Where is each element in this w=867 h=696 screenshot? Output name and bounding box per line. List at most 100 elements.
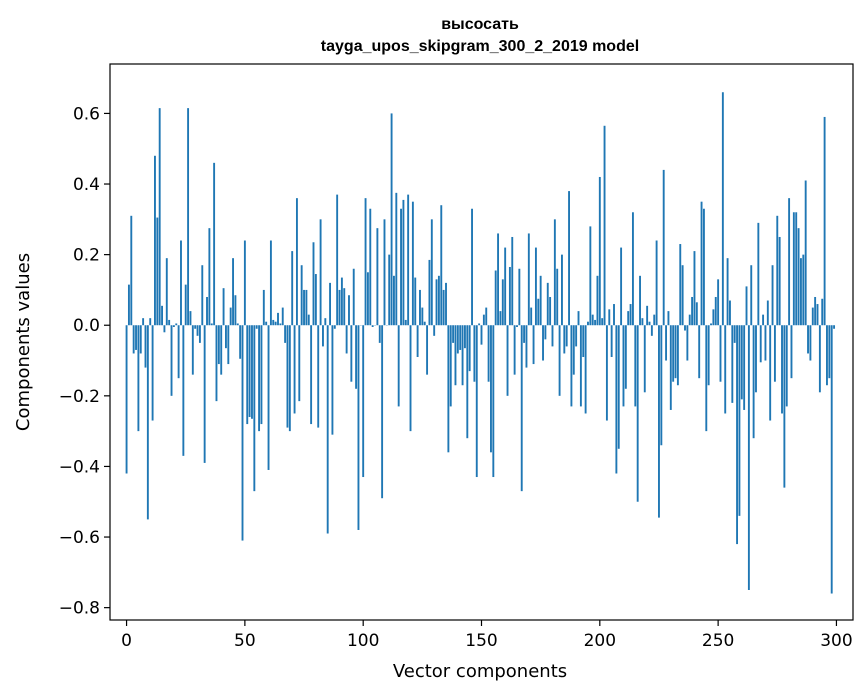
bar [497,233,500,326]
bar [340,277,343,326]
bar [132,325,135,354]
bar [617,325,620,449]
bar [383,219,386,326]
bar [731,325,734,403]
bar [660,325,663,446]
bar [300,265,303,326]
x-tick-label: 150 [465,631,497,651]
bar [151,325,154,421]
bar [366,272,369,326]
bar [747,325,750,590]
bar [452,325,455,343]
bar [499,311,502,326]
bar [631,212,634,326]
bar [658,325,660,518]
bar [587,321,589,326]
bar [534,247,537,326]
bar [362,325,365,478]
bar [461,325,464,386]
bar [826,325,828,386]
bar [553,219,556,326]
bar [797,228,800,326]
bar [598,176,601,326]
bar [177,325,180,379]
bar [769,325,772,421]
x-tick-label: 50 [234,631,256,651]
bar [352,268,355,326]
bar [314,274,317,326]
bar [364,198,367,326]
bar [717,279,720,326]
bar [688,314,691,326]
bar [227,325,230,365]
bar [653,314,656,326]
bar [125,325,128,474]
bar [279,323,282,326]
bar [492,325,495,478]
y-tick-label: 0.0 [73,316,100,336]
chart-subtitle: tayga_upos_skipgram_300_2_2019 model [321,38,639,55]
bar [208,228,211,326]
bar [295,198,298,326]
bar [828,325,831,379]
x-tick-label: 0 [121,631,132,651]
bar [537,298,540,326]
bar [478,323,481,326]
bar [643,325,646,393]
bar [303,289,305,326]
bar [743,325,746,410]
bar [291,251,294,326]
bar [811,307,814,326]
bar [740,325,743,400]
bar [203,325,206,463]
bar [239,325,242,359]
bar [447,325,450,453]
bar [563,325,566,354]
bar [272,319,275,326]
chart-title: высосать [441,16,519,33]
bar [568,191,570,326]
bar [532,325,535,365]
bar [217,325,220,365]
bar [729,300,731,326]
bar [456,325,459,354]
bar [215,325,218,402]
bar [251,325,253,419]
bar [445,282,447,326]
bar [267,325,270,470]
bar [490,325,492,453]
bar [523,325,526,343]
bar [400,208,402,326]
bar [781,325,783,414]
bar [187,108,190,326]
bar [546,282,549,326]
bar [764,325,767,361]
bar [428,259,431,326]
bar [613,304,615,326]
bar [411,201,414,326]
bar [355,325,358,389]
bar [433,325,436,336]
bar [248,325,251,418]
bar [253,325,256,492]
bar [293,325,296,414]
bar [338,289,341,326]
bar [745,286,748,326]
bar [809,325,812,361]
bar [142,318,145,326]
bar [527,233,530,326]
bar [636,325,639,502]
bar [795,212,798,326]
bar [421,307,424,326]
bar [525,325,528,368]
bar [333,325,336,329]
bar [454,325,457,386]
bar [468,325,471,372]
bar [213,162,216,326]
bar [175,323,178,326]
bar [485,307,488,326]
bar [762,314,765,326]
bar [513,325,516,375]
bar [622,325,625,407]
bar [674,325,677,379]
